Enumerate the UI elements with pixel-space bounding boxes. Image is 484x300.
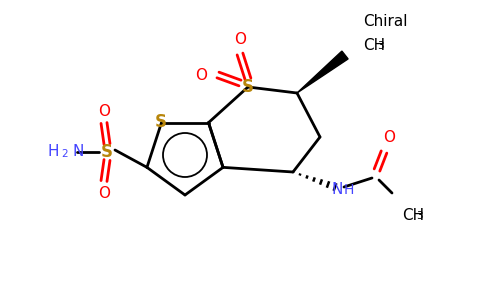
Text: S: S [242, 78, 254, 96]
Text: O: O [98, 185, 110, 200]
Text: N: N [332, 182, 343, 196]
Text: S: S [101, 143, 113, 161]
Text: O: O [98, 103, 110, 118]
Text: N: N [72, 145, 83, 160]
Text: CH: CH [363, 38, 385, 52]
Text: 3: 3 [416, 211, 423, 221]
Text: H: H [344, 183, 354, 197]
Text: O: O [195, 68, 207, 82]
Text: Chiral: Chiral [363, 14, 407, 29]
Polygon shape [297, 51, 348, 93]
Text: O: O [234, 32, 246, 47]
Text: 3: 3 [377, 41, 384, 51]
Text: CH: CH [402, 208, 424, 223]
Text: O: O [383, 130, 395, 146]
Text: H: H [47, 145, 59, 160]
Text: 2: 2 [61, 149, 68, 159]
Text: S: S [154, 112, 166, 130]
